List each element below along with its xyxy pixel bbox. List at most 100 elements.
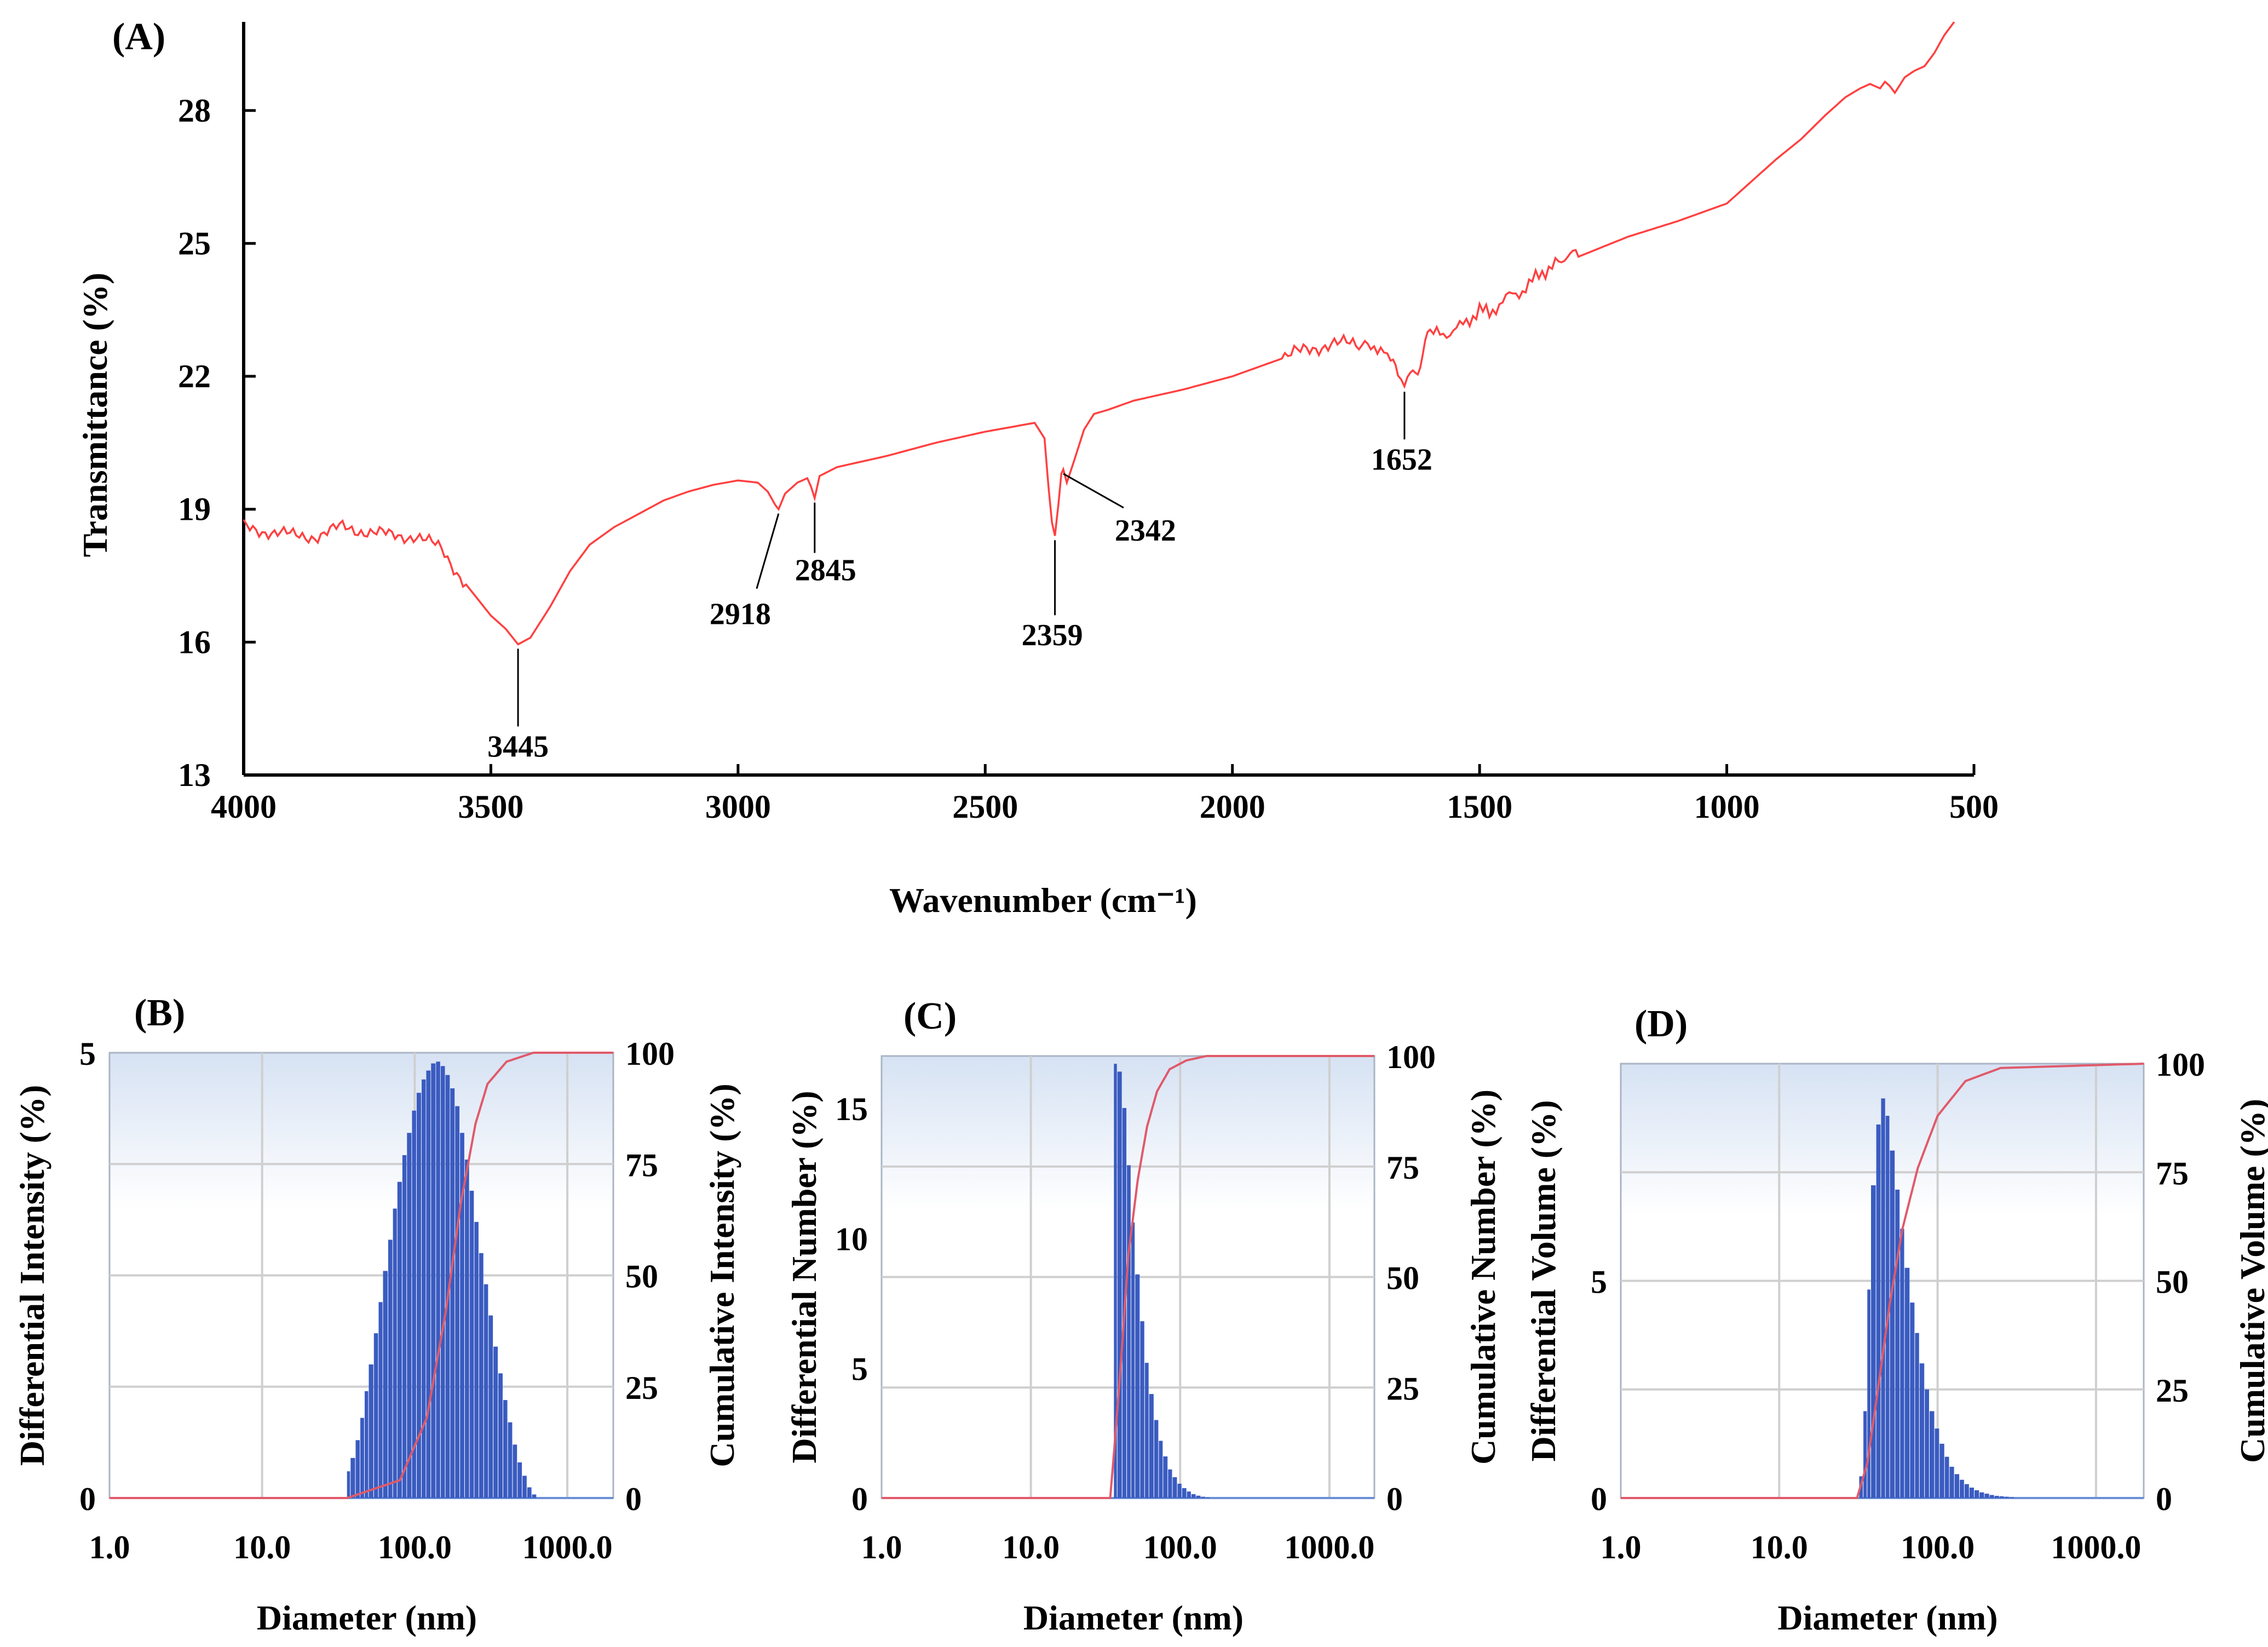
histogram-bar bbox=[402, 1155, 407, 1498]
histogram-bar bbox=[426, 1070, 431, 1498]
histogram-bar bbox=[1939, 1443, 1944, 1498]
histogram-bar bbox=[416, 1093, 422, 1498]
histogram-bar bbox=[1895, 1189, 1900, 1498]
histogram-bar bbox=[1131, 1222, 1135, 1498]
histogram-bar bbox=[2009, 1497, 2014, 1498]
histogram-bar bbox=[445, 1075, 450, 1498]
histogram-bar bbox=[1984, 1494, 1989, 1498]
histogram-bar bbox=[1168, 1469, 1172, 1498]
histogram-bar bbox=[503, 1400, 508, 1498]
histogram-bar bbox=[393, 1208, 397, 1498]
panel-label-a: (A) bbox=[112, 16, 165, 58]
y2-tick-label: 25 bbox=[2156, 1373, 2189, 1409]
peak-label-2845: 2845 bbox=[795, 553, 856, 587]
y2-tick-label: 100 bbox=[625, 1036, 675, 1072]
y2-axis-title: Cumulative Volume (%) bbox=[2233, 1099, 2268, 1463]
y-tick-label: 16 bbox=[178, 624, 211, 660]
y-tick-label: 0 bbox=[851, 1481, 868, 1517]
y2-tick-label: 75 bbox=[2156, 1155, 2189, 1191]
histogram-bar bbox=[1929, 1411, 1935, 1498]
histogram-bar bbox=[407, 1133, 412, 1498]
histogram-bar bbox=[1863, 1411, 1867, 1498]
histogram-bar bbox=[1159, 1441, 1163, 1498]
peak-label-1652: 1652 bbox=[1371, 443, 1432, 477]
histogram-bar bbox=[488, 1315, 493, 1498]
x-axis-title: Wavenumber (cm⁻¹) bbox=[889, 881, 1197, 920]
histogram-bar bbox=[1144, 1363, 1149, 1498]
histogram-bar bbox=[1876, 1124, 1881, 1498]
y2-tick-label: 100 bbox=[1386, 1039, 1436, 1075]
histogram-bar bbox=[1975, 1490, 1979, 1498]
histogram-bar bbox=[1989, 1495, 1994, 1498]
panel-label-d: (D) bbox=[1634, 1003, 1688, 1045]
histogram-bar bbox=[450, 1088, 455, 1498]
dls-number-panel: (C) 0 5 10 15 0 25 50 75 100 1.0 10.0 100.0 1000.0 Dia… bbox=[785, 995, 1503, 1637]
ftir-panel: (A) 13 16 19 22 25 28 4000 3500 3000 2500 2000 1500 1… bbox=[76, 16, 1999, 920]
histogram-bar bbox=[1867, 1289, 1871, 1498]
y-tick-label: 5 bbox=[79, 1036, 96, 1072]
x-tick-label: 1000.0 bbox=[2051, 1529, 2141, 1565]
x-tick-label: 1000.0 bbox=[522, 1529, 613, 1565]
y-tick-label: 0 bbox=[79, 1481, 96, 1517]
y2-tick-label: 100 bbox=[2156, 1047, 2205, 1083]
histogram-bar bbox=[383, 1271, 388, 1498]
histogram-bar bbox=[498, 1373, 503, 1498]
histogram-bar bbox=[1919, 1363, 1925, 1498]
histogram-bar bbox=[1964, 1484, 1969, 1498]
histogram-bar bbox=[412, 1110, 416, 1498]
x-tick-label: 1.0 bbox=[1601, 1529, 1642, 1565]
histogram-bar bbox=[1900, 1229, 1904, 1498]
x-tick-label: 1000.0 bbox=[1284, 1529, 1374, 1565]
x-tick-label: 1.0 bbox=[89, 1529, 130, 1565]
histogram-bar bbox=[440, 1066, 445, 1498]
cumulative-curve bbox=[1621, 1063, 2144, 1499]
x-tick-label: 1000 bbox=[1694, 789, 1760, 825]
histogram-bar bbox=[1149, 1394, 1154, 1498]
histogram-bar bbox=[1135, 1274, 1140, 1498]
y-tick-label: 5 bbox=[1591, 1264, 1607, 1300]
histogram-bar bbox=[1904, 1267, 1910, 1498]
histogram-bar bbox=[1187, 1491, 1191, 1498]
histogram-bar bbox=[1994, 1496, 1999, 1498]
peak-leader-line bbox=[756, 513, 780, 589]
peak-label-2342: 2342 bbox=[1115, 514, 1176, 548]
peak-label-3445: 3445 bbox=[487, 730, 549, 764]
x-tick-label: 500 bbox=[1949, 789, 1999, 825]
y2-tick-label: 50 bbox=[1386, 1260, 1419, 1296]
histogram-bar bbox=[469, 1191, 474, 1498]
histogram-bar bbox=[1177, 1483, 1182, 1498]
y-tick-label: 25 bbox=[178, 225, 211, 261]
peak-label-2918: 2918 bbox=[710, 598, 771, 632]
histogram-bar bbox=[2004, 1496, 2009, 1498]
histogram-bar bbox=[1949, 1466, 1954, 1498]
y-tick-label: 15 bbox=[835, 1091, 868, 1127]
histogram-bar bbox=[1117, 1071, 1122, 1498]
histogram-bar bbox=[350, 1457, 355, 1498]
histogram-bar bbox=[431, 1063, 436, 1498]
y-axis-title: Differential Volume (%) bbox=[1524, 1100, 1563, 1461]
peak-leader-line bbox=[1063, 473, 1124, 509]
histogram-bar bbox=[1979, 1492, 1984, 1498]
y2-tick-label: 50 bbox=[625, 1259, 658, 1295]
histogram-bar bbox=[365, 1391, 369, 1498]
histogram-bar bbox=[397, 1181, 402, 1498]
cumulative-curve bbox=[882, 1055, 1374, 1499]
x-tick-label: 10.0 bbox=[1002, 1529, 1060, 1565]
histogram-bar bbox=[355, 1440, 360, 1498]
histogram-bar bbox=[464, 1160, 469, 1498]
y-axis-title: Transmittance (%) bbox=[76, 273, 114, 558]
y2-tick-label: 25 bbox=[625, 1370, 658, 1406]
x-tick-label: 100.0 bbox=[1143, 1529, 1217, 1565]
histogram-bar bbox=[1954, 1474, 1960, 1498]
histogram-bar bbox=[1182, 1488, 1187, 1498]
histogram-bar bbox=[1944, 1456, 1949, 1498]
y2-axis-title: Cumulative Number (%) bbox=[1464, 1089, 1503, 1465]
x-tick-label: 4000 bbox=[211, 789, 277, 825]
x-tick-label: 3500 bbox=[458, 789, 523, 825]
histogram-bar bbox=[1172, 1477, 1177, 1498]
histogram-bar bbox=[1191, 1494, 1196, 1498]
x-tick-label: 1.0 bbox=[861, 1529, 902, 1565]
x-axis-title: Diameter (nm) bbox=[1023, 1598, 1244, 1637]
